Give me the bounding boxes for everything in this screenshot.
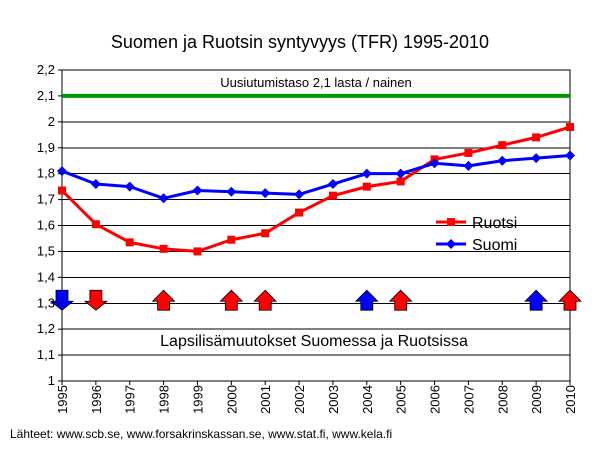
data-point-ruotsi [125, 238, 134, 247]
data-point-ruotsi [498, 141, 507, 150]
data-point-suomi [565, 150, 575, 161]
data-point-suomi [429, 158, 440, 169]
data-point-suomi [260, 188, 271, 199]
y-tick-label: 1,5 [37, 243, 55, 258]
y-tick-label: 1 [48, 373, 55, 388]
data-point-ruotsi [227, 235, 236, 244]
benefit-change-arrow-up-2004 [354, 289, 379, 311]
y-tick-label: 1,6 [37, 218, 55, 233]
data-point-suomi [531, 153, 542, 164]
data-point-suomi [463, 160, 474, 171]
benefit-change-arrow-up-2000 [219, 289, 244, 311]
data-point-suomi [124, 181, 135, 192]
data-point-ruotsi [464, 148, 473, 157]
y-tick-label: 1,3 [37, 295, 55, 310]
data-point-ruotsi [566, 123, 574, 132]
data-point-suomi [327, 179, 338, 190]
y-tick-label: 1,8 [37, 166, 55, 181]
x-tick-label: 2010 [563, 385, 578, 414]
series-line-ruotsi [60, 125, 571, 253]
y-tick-label: 2,2 [37, 62, 55, 77]
x-tick-label: 2003 [326, 385, 341, 414]
benefit-change-arrow-down-1995 [49, 289, 75, 311]
x-tick-label: 2004 [360, 385, 375, 414]
x-tick-label: 2009 [529, 385, 544, 414]
data-point-suomi [192, 185, 203, 196]
data-point-suomi [158, 193, 169, 204]
data-point-ruotsi [295, 208, 304, 217]
data-point-ruotsi [91, 220, 100, 229]
source-text: Lähteet: www.scb.se, www.forsakrinskassa… [10, 427, 392, 441]
x-tick-label: 2008 [495, 385, 510, 414]
benefit-change-arrow-up-1998 [151, 289, 176, 311]
legend-label-suomi: Suomi [472, 237, 517, 254]
replacement-level-label: Uusiutumistaso 2,1 lasta / nainen [220, 75, 412, 90]
data-point-ruotsi [396, 177, 405, 186]
series-line-suomi [61, 154, 571, 200]
data-point-ruotsi [532, 133, 541, 142]
benefit-change-arrow-up-2009 [524, 289, 549, 311]
data-point-suomi [226, 186, 237, 197]
data-point-suomi [57, 166, 67, 177]
y-tick-label: 2 [48, 114, 55, 129]
y-tick-label: 2,1 [37, 88, 55, 103]
benefit-change-arrow-up-2005 [388, 289, 413, 311]
x-tick-label: 1996 [89, 385, 104, 414]
legend-label-ruotsi: Ruotsi [472, 215, 517, 232]
x-tick-label: 1995 [55, 385, 70, 414]
data-point-ruotsi [261, 229, 270, 238]
x-tick-label: 2005 [394, 385, 409, 414]
x-tick-label: 2002 [292, 385, 307, 414]
y-tick-label: 1,4 [37, 269, 55, 284]
legend-marker-suomi [446, 239, 456, 249]
data-point-suomi [294, 189, 305, 200]
benefit-change-arrow-up-2001 [253, 289, 278, 311]
data-point-ruotsi [362, 182, 371, 191]
y-tick-label: 1,2 [37, 321, 55, 336]
y-tick-label: 1,7 [37, 192, 55, 207]
data-point-ruotsi [159, 244, 168, 253]
data-point-suomi [90, 179, 101, 190]
chart-title: Suomen ja Ruotsin syntyvyys (TFR) 1995-2… [111, 32, 489, 52]
benefit-change-arrow-down-1996 [83, 289, 108, 311]
y-tick-label: 1,9 [37, 140, 55, 155]
x-tick-label: 2007 [461, 385, 476, 414]
x-tick-label: 2001 [258, 385, 273, 414]
data-point-ruotsi [193, 247, 202, 256]
y-tick-label: 1,1 [37, 347, 55, 362]
legend-marker-ruotsi [447, 218, 455, 226]
annotation-text: Lapsilisämuutokset Suomessa ja Ruotsissa [160, 333, 468, 350]
data-point-suomi [497, 155, 508, 166]
x-tick-label: 1997 [123, 385, 138, 414]
x-tick-label: 2006 [428, 385, 443, 414]
data-point-suomi [361, 168, 372, 179]
data-point-ruotsi [58, 186, 66, 195]
data-point-suomi [395, 168, 406, 179]
benefit-change-arrow-up-2010 [558, 289, 582, 311]
x-tick-label: 2000 [224, 385, 239, 414]
data-point-ruotsi [328, 191, 337, 200]
x-tick-label: 1998 [157, 385, 172, 414]
x-tick-label: 1999 [190, 385, 205, 414]
